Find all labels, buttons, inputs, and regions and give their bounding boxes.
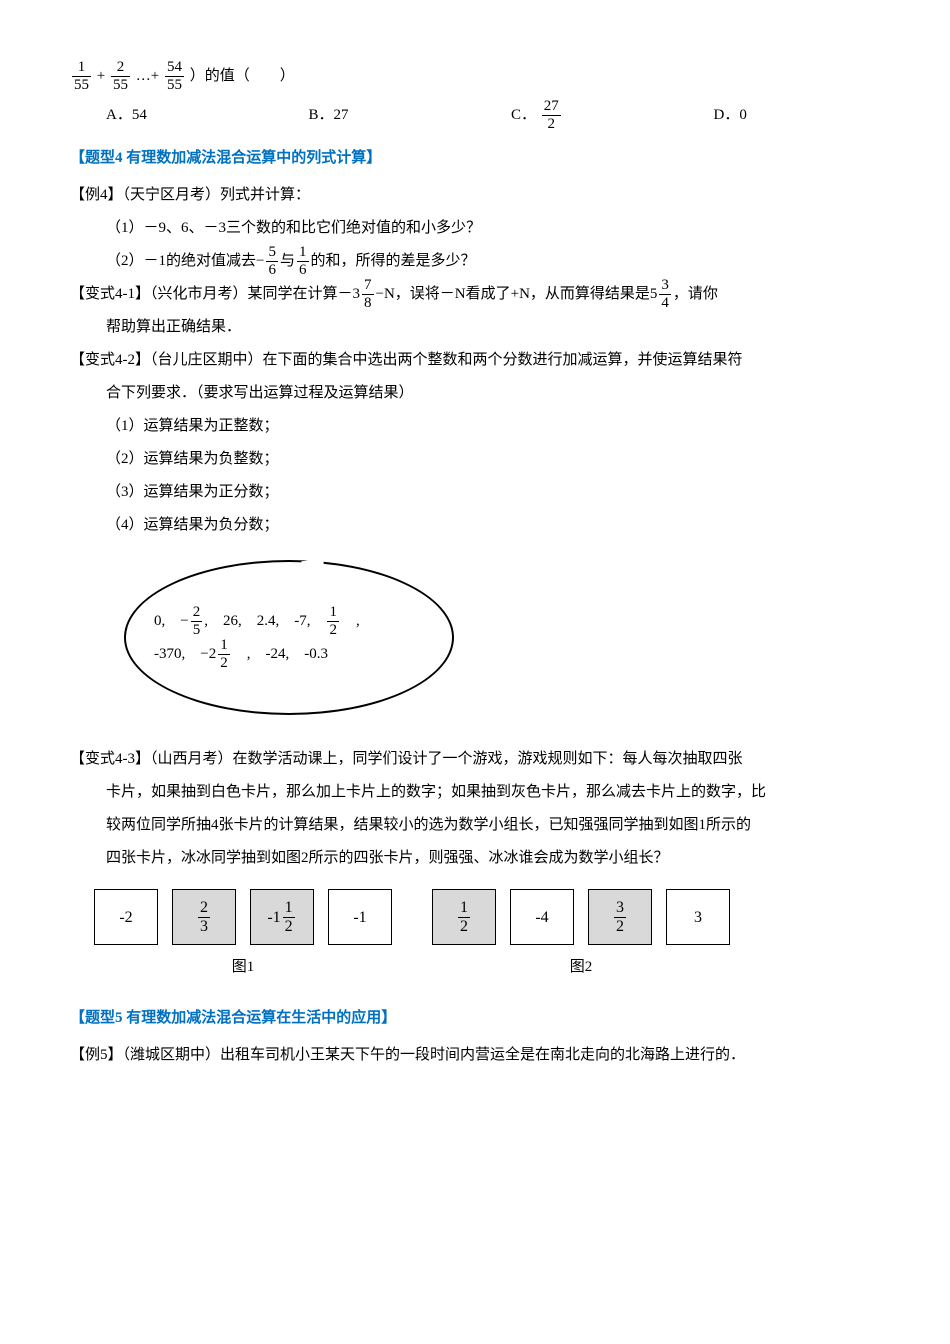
choice-c: C． 272 (511, 99, 714, 132)
card: 3 (666, 889, 730, 945)
variant-4-3-a: 【变式4-3】（山西月考）在数学活动课上，同学们设计了一个游戏，游戏规则如下：每… (70, 743, 880, 776)
frac-1: 155 (72, 60, 91, 93)
figure-label-1: 图1 (94, 951, 392, 984)
variant-4-3-b: 卡片，如果抽到白色卡片，那么加上卡片上的数字；如果抽到灰色卡片，那么减去卡片上的… (70, 776, 880, 809)
ex4-line2: （2）－1的绝对值减去−56与16的和，所得的差是多少？ (70, 245, 880, 278)
card-group-2: 12-4323 (432, 889, 730, 945)
card: -1 (328, 889, 392, 945)
plus-1: + (97, 68, 105, 84)
number-set-oval: 0, −25, 26, 2.4, -7, 12 , -370, −212 , -… (124, 560, 454, 715)
v42-req4: （4）运算结果为负分数； (70, 509, 880, 542)
card: -4 (510, 889, 574, 945)
variant-4-3-c: 较两位同学所抽4张卡片的计算结果，结果较小的选为数学小组长，已知强强同学抽到如图… (70, 809, 880, 842)
variant-4-1: 【变式4-1】（兴化市月考）某同学在计算－378−N，误将－N看成了+N，从而算… (70, 278, 880, 311)
choice-a: A．54 (106, 99, 309, 132)
choice-row: A．54 B．27 C． 272 D．0 (70, 99, 916, 132)
variant-4-2-b: 合下列要求．（要求写出运算过程及运算结果） (70, 377, 880, 410)
example-5: 【例5】（潍城区期中）出租车司机小王某天下午的一段时间内营运全是在南北走向的北海… (70, 1039, 880, 1072)
oval-row-2: -370, −212 , -24, -0.3 (154, 638, 424, 671)
ex4-line1: （1）－9、6、－3三个数的和比它们绝对值的和小多少？ (70, 212, 880, 245)
section-title-4: 【题型4 有理数加减法混合运算中的列式计算】 (70, 142, 880, 175)
card-group-1: -223-112-1 (94, 889, 392, 945)
variant-4-2-a: 【变式4-2】（台儿庄区期中）在下面的集合中选出两个整数和两个分数进行加减运算，… (70, 344, 880, 377)
oval-row-1: 0, −25, 26, 2.4, -7, 12 , (154, 605, 424, 638)
card: -2 (94, 889, 158, 945)
v42-req1: （1）运算结果为正整数； (70, 410, 880, 443)
section-title-5: 【题型5 有理数加减法混合运算在生活中的应用】 (70, 1002, 880, 1035)
top-expr-tail: ）的值（ ） (190, 68, 295, 84)
choice-d: D．0 (714, 99, 917, 132)
card: 23 (172, 889, 236, 945)
v42-req2: （2）运算结果为负整数； (70, 443, 880, 476)
card: 32 (588, 889, 652, 945)
choice-b: B．27 (309, 99, 512, 132)
frac-3: 5455 (165, 60, 184, 93)
v42-req3: （3）运算结果为正分数； (70, 476, 880, 509)
card: 12 (432, 889, 496, 945)
example-4: 【例4】（天宁区月考）列式并计算： (70, 179, 880, 212)
variant-4-1-cont: 帮助算出正确结果． (70, 311, 880, 344)
frac-2: 255 (111, 60, 130, 93)
top-expression: 155 + 255 …+ 5455 ）的值（ ） (70, 60, 880, 93)
card: -112 (250, 889, 314, 945)
figure-label-2: 图2 (432, 951, 730, 984)
dots: …+ (136, 68, 159, 84)
variant-4-3-d: 四张卡片，冰冰同学抽到如图2所示的四张卡片，则强强、冰冰谁会成为数学小组长？ (70, 842, 880, 875)
card-row: -223-112-1 12-4323 (94, 889, 880, 945)
